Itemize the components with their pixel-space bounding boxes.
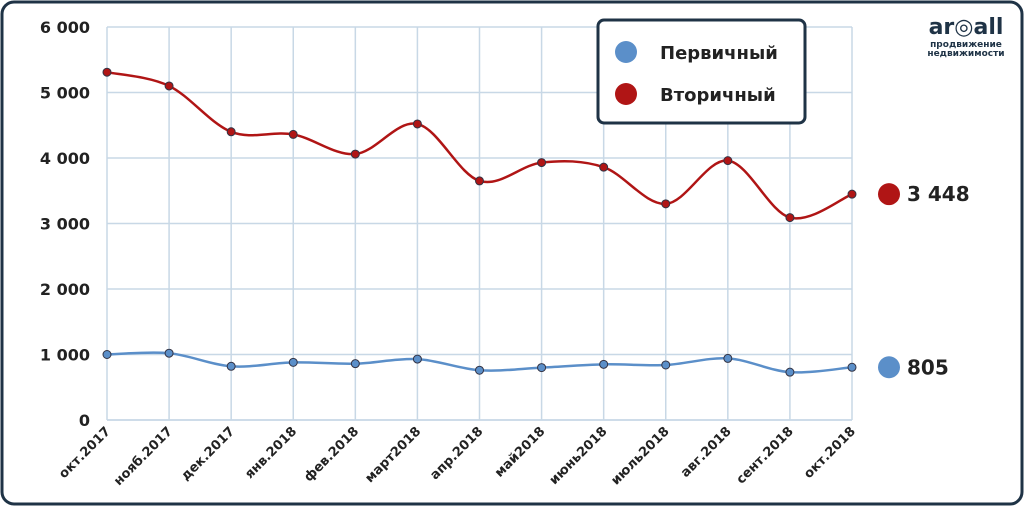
point [288, 129, 298, 139]
legend-marker [615, 83, 637, 105]
point [723, 156, 733, 166]
y-tick-label: 5 000 [40, 84, 90, 103]
point [350, 359, 360, 369]
end-marker [878, 356, 900, 379]
point [102, 350, 112, 359]
point [412, 354, 422, 364]
point [723, 353, 733, 363]
point [226, 127, 236, 137]
legend [596, 18, 807, 125]
point [599, 162, 609, 172]
point [475, 176, 484, 186]
point [102, 67, 112, 77]
y-tick-label: 6 000 [40, 18, 90, 37]
legend-label: Первичный [660, 43, 778, 64]
point [164, 348, 174, 358]
end-marker [878, 183, 900, 206]
point [164, 81, 174, 91]
end-label: 805 [907, 355, 949, 379]
point [661, 360, 671, 370]
y-tick-label: 1 000 [40, 346, 90, 365]
point [226, 361, 236, 371]
logo: ar◎all продвижение недвижимости [927, 15, 1004, 59]
point [785, 367, 795, 377]
point [412, 119, 422, 129]
point [350, 149, 360, 159]
point [847, 362, 857, 372]
point [475, 365, 484, 375]
point [599, 359, 609, 369]
y-tick-label: 2 000 [40, 280, 90, 299]
logo-name: ar◎all [929, 15, 1004, 40]
end-label: 3 448 [907, 182, 970, 206]
point [785, 213, 795, 223]
logo-tagline: продвижение [930, 40, 1002, 50]
legend-label: Вторичный [660, 85, 776, 106]
logo-tagline: недвижимости [927, 49, 1004, 59]
point [847, 189, 857, 199]
y-tick-label: 0 [79, 411, 90, 430]
point [288, 357, 298, 367]
point [537, 363, 547, 373]
legend-marker [615, 41, 637, 63]
y-tick-label: 4 000 [40, 149, 90, 168]
y-tick-label: 3 000 [40, 215, 90, 234]
point [661, 199, 671, 209]
point [537, 158, 547, 168]
